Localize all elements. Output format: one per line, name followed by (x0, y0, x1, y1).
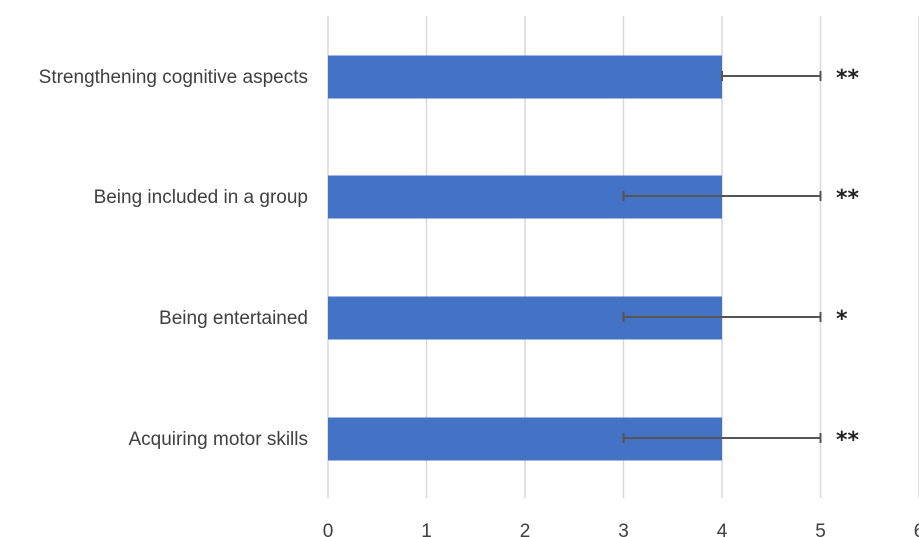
category-label-1: Being included in a group (94, 187, 308, 208)
category-labels: Strengthening cognitive aspects Being inc… (39, 67, 308, 450)
error-bars (622, 71, 822, 443)
significance-label-1: ** (836, 186, 860, 211)
x-tick-label-6: 6 (914, 521, 919, 537)
x-tick-label-5: 5 (815, 521, 826, 537)
x-tick-label-2: 2 (520, 521, 531, 537)
x-axis-tick-labels: 0 1 2 3 4 5 6 (323, 521, 919, 537)
x-tick-label-0: 0 (323, 521, 334, 537)
significance-label-0: ** (836, 66, 860, 91)
significance-label-3: ** (836, 428, 860, 453)
significance-label-2: * (836, 307, 848, 332)
significance-labels: ******* (836, 66, 860, 453)
x-tick-label-1: 1 (421, 521, 432, 537)
category-label-0: Strengthening cognitive aspects (39, 67, 308, 88)
x-tick-label-3: 3 (618, 521, 629, 537)
bar-0 (328, 55, 722, 99)
x-tick-label-4: 4 (717, 521, 728, 537)
category-label-3: Acquiring motor skills (129, 429, 309, 450)
category-label-2: Being entertained (159, 308, 308, 329)
